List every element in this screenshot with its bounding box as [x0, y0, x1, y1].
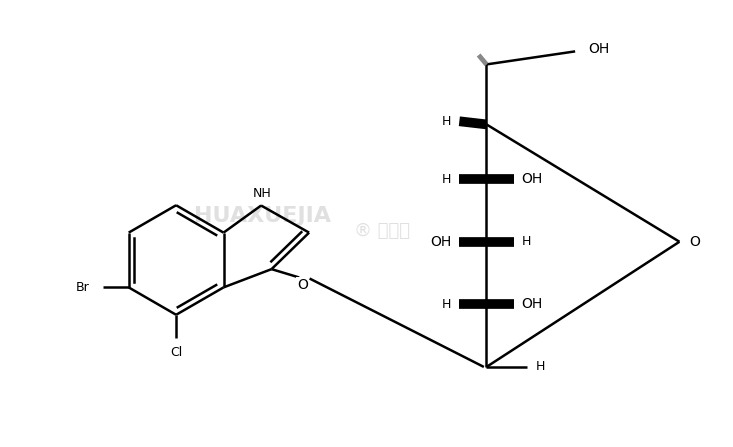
Text: H: H [536, 360, 545, 373]
Text: NH: NH [253, 187, 271, 200]
Text: Cl: Cl [170, 346, 183, 359]
Text: Br: Br [76, 281, 89, 294]
Text: HUAXUEJIA: HUAXUEJIA [194, 206, 331, 226]
Text: OH: OH [521, 297, 542, 312]
Text: O: O [298, 278, 309, 292]
Text: H: H [441, 173, 451, 186]
Text: OH: OH [430, 235, 452, 249]
Text: ® 华学加: ® 华学加 [354, 222, 410, 240]
Text: OH: OH [588, 42, 609, 56]
Text: O: O [690, 235, 701, 249]
Text: H: H [441, 298, 451, 311]
Text: OH: OH [521, 172, 542, 186]
Text: H: H [522, 235, 531, 248]
Text: H: H [441, 115, 451, 128]
